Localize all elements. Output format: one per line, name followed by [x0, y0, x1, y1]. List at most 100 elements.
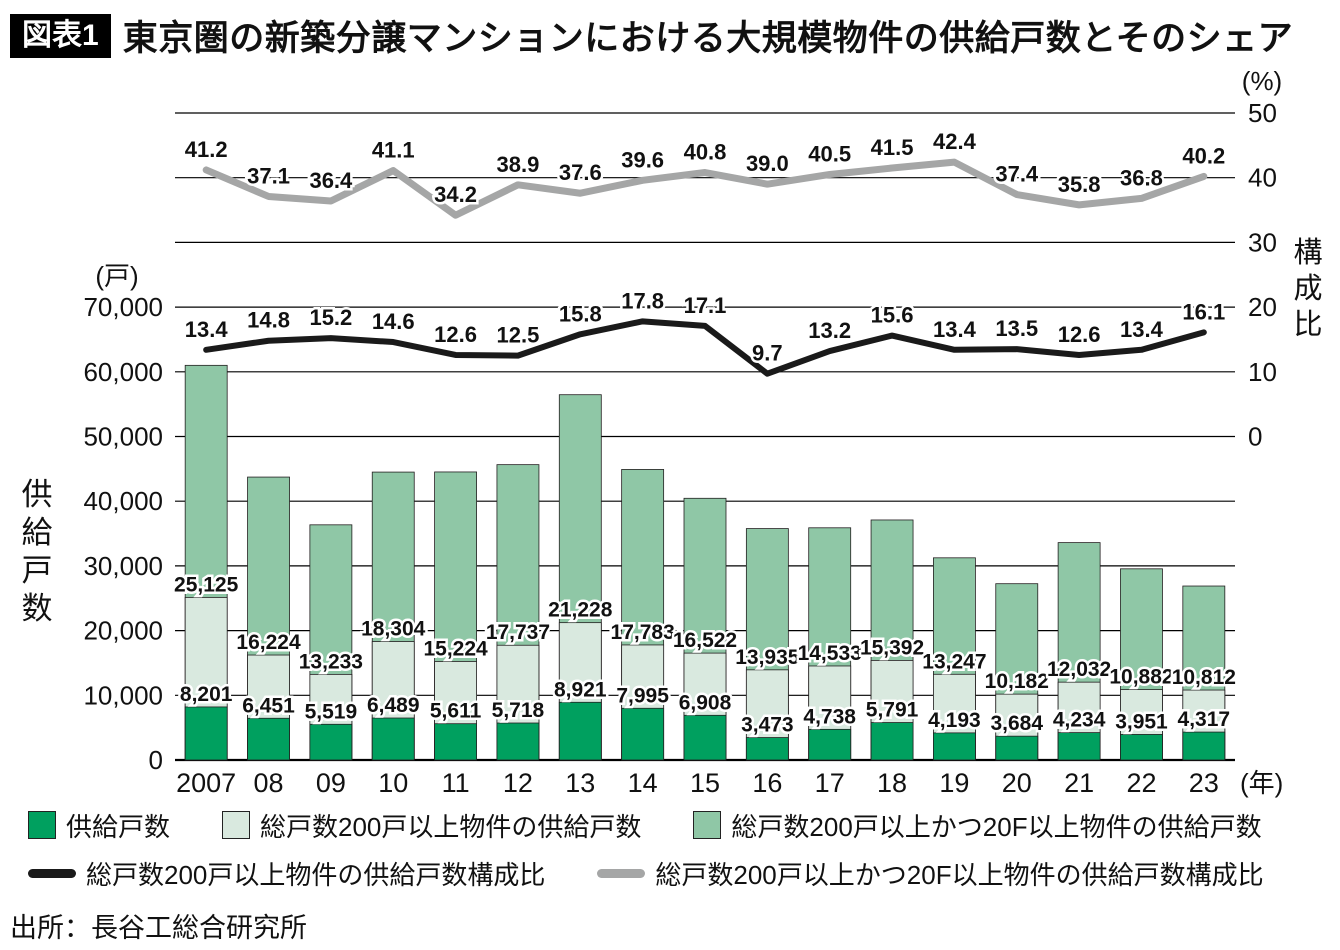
legend-item-200plus: 総戸数200戸以上物件の供給戸数 [222, 807, 641, 844]
bar-label-supply: 8,921 [554, 678, 607, 701]
bar-label-supply: 4,193 [928, 709, 981, 732]
x-axis-label: 17 [815, 768, 845, 798]
x-axis-unit: (年) [1240, 768, 1283, 798]
bar-label-200plus: 10,182 [985, 670, 1049, 693]
left-axis-title-char: 数 [22, 591, 53, 626]
line-value-label: 17.1 [684, 293, 727, 318]
legend-swatch-200plus [222, 811, 251, 839]
x-axis-label: 22 [1126, 768, 1156, 798]
x-axis-label: 10 [378, 768, 408, 798]
bar-label-supply: 7,995 [616, 684, 669, 707]
bar-label-200plus: 16,522 [673, 629, 737, 652]
bar-label-200plus: 18,304 [361, 618, 426, 641]
line-value-label: 17.8 [621, 288, 664, 313]
bar-segment-supply [371, 717, 415, 761]
bar-label-200plus: 12,032 [1047, 658, 1111, 681]
x-axis-label: 15 [690, 768, 720, 798]
bar-segment-supply [247, 717, 290, 761]
bar-label-supply: 5,611 [430, 700, 482, 723]
bar-label-200plus: 13,935 [735, 646, 800, 669]
line-value-label: 40.5 [808, 141, 851, 166]
right-axis-title-char: 構 [1293, 236, 1322, 269]
bar-label-supply: 6,908 [679, 691, 732, 714]
x-axis-label: 16 [752, 768, 782, 798]
bar-segment-supply [621, 707, 665, 761]
bar-segment-supply [1120, 734, 1163, 761]
line-value-label: 14.6 [372, 309, 415, 334]
left-axis-tick: 40,000 [83, 486, 163, 516]
right-axis-tick: 10 [1248, 357, 1277, 387]
legend-item-200plus-share: 総戸数200戸以上物件の供給戸数構成比 [28, 855, 545, 892]
bar-label-200plus: 14,533 [798, 642, 862, 665]
line-value-label: 41.1 [372, 138, 415, 163]
line-value-label: 40.2 [1182, 143, 1225, 168]
figure-header: 図表1 東京圏の新築分譲マンションにおける大規模物件の供給戸数とそのシェア [10, 10, 1293, 61]
right-axis-tick: 20 [1248, 292, 1277, 322]
bar-label-supply: 3,951 [1115, 710, 1168, 733]
legend-label-200plus: 総戸数200戸以上物件の供給戸数 [260, 811, 642, 842]
x-axis-label: 21 [1064, 768, 1094, 798]
legend-label-200plus-share: 総戸数200戸以上物件の供給戸数構成比 [86, 859, 546, 890]
bar-segment-supply [995, 735, 1039, 761]
chart-legend: 供給戸数 総戸数200戸以上物件の供給戸数 総戸数200戸以上かつ20F以上物件… [28, 804, 1333, 894]
left-axis-tick: 10,000 [83, 680, 163, 710]
line-value-label: 39.6 [621, 147, 664, 172]
x-axis-label: 09 [316, 768, 346, 798]
right-axis-tick: 40 [1248, 163, 1277, 193]
bar-label-supply: 6,451 [242, 694, 295, 717]
legend-row-bars: 供給戸数 総戸数200戸以上物件の供給戸数 総戸数200戸以上かつ20F以上物件… [28, 804, 1333, 846]
line-value-label: 37.4 [995, 162, 1039, 187]
bar-label-200plus: 10,882 [1109, 666, 1173, 689]
left-axis-tick: 0 [149, 745, 163, 775]
right-axis-unit: (%) [1242, 66, 1282, 96]
left-axis-tick: 20,000 [83, 616, 163, 646]
left-axis-title-char: 供 [22, 477, 53, 512]
bar-segment-supply [558, 701, 602, 761]
bar-segment-supply [184, 706, 228, 761]
bar-label-supply: 5,791 [866, 699, 919, 722]
bar-segment-supply [1057, 732, 1101, 761]
legend-label-200plus-20f: 総戸数200戸以上かつ20F以上物件の供給戸数 [731, 811, 1262, 842]
bar-label-supply: 3,684 [990, 712, 1043, 735]
legend-label-supply: 供給戸数 [66, 811, 171, 842]
right-axis-tick: 50 [1248, 98, 1277, 128]
left-axis-tick: 50,000 [83, 422, 163, 452]
line-value-label: 37.6 [559, 160, 602, 185]
left-axis-title-char: 給 [22, 515, 53, 550]
bar-segment-supply [434, 723, 477, 761]
bar-label-supply: 3,473 [741, 714, 794, 737]
bar-segment-supply [745, 737, 789, 761]
left-axis-title-char: 戸 [22, 553, 53, 588]
bar-label-200plus: 15,392 [860, 636, 924, 659]
bar-label-200plus: 17,783 [611, 621, 675, 644]
bar-label-200plus: 15,224 [423, 638, 488, 661]
bar-label-supply: 4,317 [1178, 708, 1231, 731]
left-axis-tick: 70,000 [83, 292, 163, 322]
x-axis-label: 18 [877, 768, 907, 798]
line-value-label: 36.4 [309, 168, 353, 193]
x-axis-label: 20 [1002, 768, 1032, 798]
bar-label-supply: 5,718 [492, 699, 545, 722]
bar-segment-supply [870, 722, 914, 761]
legend-dash-200plus-20f-share [597, 868, 646, 878]
line-value-label: 42.4 [933, 129, 977, 154]
line-value-label: 12.5 [497, 323, 540, 348]
line-value-label: 12.6 [434, 322, 477, 347]
figure-title: 東京圏の新築分譲マンションにおける大規模物件の供給戸数とそのシェア [122, 19, 1294, 58]
line-value-label: 15.8 [559, 301, 602, 326]
line-value-label: 41.5 [871, 135, 914, 160]
line-value-label: 37.1 [247, 163, 290, 188]
bar-label-200plus: 10,812 [1172, 666, 1236, 689]
right-axis-tick: 30 [1248, 227, 1277, 257]
line-value-label: 40.8 [684, 140, 727, 165]
bar-segment-supply [683, 714, 727, 761]
legend-label-200plus-20f-share: 総戸数200戸以上かつ20F以上物件の供給戸数構成比 [655, 859, 1264, 890]
x-axis-label: 11 [442, 768, 470, 798]
bar-label-200plus: 13,247 [922, 650, 986, 673]
bar-segment-supply [1182, 731, 1226, 761]
line-value-label: 13.2 [808, 318, 851, 343]
line-value-label: 36.8 [1120, 165, 1163, 190]
line-value-label: 35.8 [1058, 172, 1101, 197]
x-axis-label: 23 [1189, 768, 1219, 798]
